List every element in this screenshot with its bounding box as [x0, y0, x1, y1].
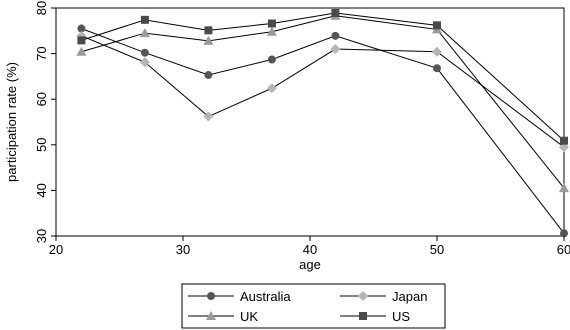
- x-tick-label: 40: [303, 242, 317, 257]
- x-tick-label: 60: [557, 242, 570, 257]
- data-point-australia: [433, 64, 441, 73]
- series-line-uk: [81, 15, 565, 189]
- legend-marker: [359, 312, 367, 320]
- legend-item-us: US: [340, 309, 410, 324]
- series-uk: [81, 15, 565, 189]
- plot-area: [55, 7, 569, 238]
- data-point-us: [204, 26, 213, 35]
- legend-marker: [358, 291, 368, 301]
- y-tick-label: 40: [34, 183, 49, 197]
- y-axis-title: participation rate (%): [4, 62, 19, 182]
- y-tick-label: 80: [34, 1, 49, 15]
- data-point-japan: [432, 46, 442, 57]
- series-markers-uk: [76, 10, 569, 193]
- data-point-us: [140, 15, 149, 24]
- legend-label: Japan: [392, 289, 427, 304]
- data-point-australia: [77, 24, 86, 33]
- legend-item-australia: Australia: [188, 289, 291, 304]
- legend-item-japan: Japan: [340, 289, 427, 304]
- series-line-japan: [81, 35, 565, 148]
- legend: Australia Japan UK US: [181, 283, 446, 329]
- x-tick-label: 20: [49, 242, 63, 257]
- data-point-uk: [76, 46, 87, 56]
- data-point-us: [331, 9, 340, 18]
- series-line-australia: [81, 28, 565, 234]
- data-point-australia: [560, 229, 568, 238]
- legend-item-uk: UK: [188, 309, 258, 324]
- legend-box: [181, 283, 446, 329]
- x-tick-label: 50: [430, 242, 444, 257]
- series-us: [81, 12, 565, 142]
- legend-label: US: [392, 309, 410, 324]
- data-point-us: [560, 136, 568, 145]
- data-point-australia: [140, 48, 149, 57]
- series-australia: [81, 28, 565, 234]
- data-point-uk: [559, 183, 569, 193]
- series-line-us: [81, 12, 565, 142]
- data-point-australia: [267, 55, 276, 64]
- data-point-japan: [330, 44, 341, 55]
- x-axis-title: age: [299, 257, 321, 272]
- legend-marker: [207, 292, 215, 300]
- data-point-australia: [204, 71, 213, 80]
- series-japan: [81, 35, 565, 148]
- data-point-us: [433, 21, 441, 30]
- data-point-uk: [203, 35, 214, 45]
- y-tick-label: 60: [34, 92, 49, 106]
- x-axis: 20 30 40 50 60: [49, 236, 570, 257]
- y-tick-label: 50: [34, 138, 49, 152]
- data-point-uk: [266, 26, 277, 36]
- data-point-japan: [139, 57, 150, 68]
- series-markers-us: [77, 9, 568, 145]
- series-markers-japan: [76, 30, 569, 153]
- legend-label: Australia: [240, 289, 291, 304]
- y-tick-label: 70: [34, 46, 49, 60]
- legend-marker: [206, 311, 216, 320]
- y-tick-label: 30: [34, 229, 49, 243]
- data-point-uk: [139, 28, 150, 38]
- data-point-japan: [203, 111, 214, 122]
- y-axis: 30 40 50 60 70 80: [34, 1, 56, 243]
- data-point-australia: [331, 31, 340, 40]
- series-markers-australia: [77, 24, 568, 238]
- data-point-us: [77, 36, 86, 45]
- data-point-japan: [266, 83, 277, 94]
- data-point-us: [267, 19, 276, 28]
- legend-label: UK: [240, 309, 258, 324]
- x-tick-label: 30: [176, 242, 190, 257]
- plot-frame: [55, 7, 565, 237]
